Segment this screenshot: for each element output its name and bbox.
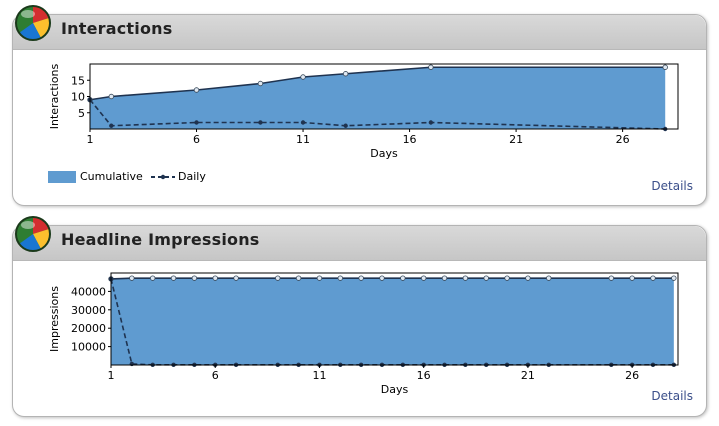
pie-chart-icon xyxy=(15,216,51,252)
cumulative-point xyxy=(191,275,198,281)
cumulative-point xyxy=(420,275,427,281)
x-axis-label: Days xyxy=(381,383,409,395)
cumulative-area xyxy=(90,67,666,129)
y-tick-label: 20000 xyxy=(71,322,106,335)
x-tick-label: 21 xyxy=(509,133,523,146)
cumulative-point xyxy=(316,275,323,281)
y-axis-label: Impressions xyxy=(48,286,61,352)
panel-title: Interactions xyxy=(61,19,173,38)
cumulative-point xyxy=(295,275,302,281)
x-tick-label: 21 xyxy=(521,369,535,382)
cumulative-point xyxy=(650,275,656,281)
x-tick-label: 11 xyxy=(312,369,326,382)
daily-point xyxy=(300,120,306,125)
cumulative-point xyxy=(671,275,677,281)
cumulative-point xyxy=(400,275,406,281)
daily-point xyxy=(343,123,348,128)
pie-chart-icon xyxy=(15,5,51,41)
interactions-panel: Interactions 1 6 11 16 21 26 5 10 15 Days Interact… xyxy=(12,5,707,206)
x-tick-label: 6 xyxy=(212,369,219,382)
cumulative-point xyxy=(275,275,281,281)
cumulative-point xyxy=(483,275,489,281)
y-tick-label: 10 xyxy=(71,91,85,104)
daily-point xyxy=(109,123,114,128)
panel-header: Headline Impressions xyxy=(13,226,706,261)
daily-point xyxy=(428,120,434,125)
cumulative-point xyxy=(379,275,385,281)
y-tick-label: 15 xyxy=(71,74,85,87)
cumulative-point xyxy=(342,71,349,77)
daily-line xyxy=(89,99,666,130)
cumulative-point xyxy=(462,275,469,281)
x-tick-label: 26 xyxy=(625,369,639,382)
cumulative-point xyxy=(441,275,448,281)
cumulative-line xyxy=(89,66,666,101)
y-tick-label: 30000 xyxy=(71,304,106,317)
x-axis-label: Days xyxy=(370,147,398,160)
impressions-chart: 1 6 11 16 21 2610000200003000040000DaysImpres… xyxy=(48,272,679,395)
cumulative-point xyxy=(662,64,668,70)
legend-daily-label: Daily xyxy=(178,170,206,183)
x-tick-label: 16 xyxy=(417,369,431,382)
y-axis-label: Interactions xyxy=(48,64,61,130)
x-tick-label: 26 xyxy=(616,133,630,146)
cumulative-point xyxy=(257,80,264,87)
cumulative-point xyxy=(149,275,156,281)
legend-cumulative-swatch xyxy=(48,171,76,183)
cumulative-point xyxy=(233,275,239,281)
cumulative-point xyxy=(300,74,306,80)
cumulative-point xyxy=(525,275,531,281)
headline-impressions-panel: Headline Impressions 1 6 11 16 21 26 10000 2000… xyxy=(12,216,707,417)
cumulative-point xyxy=(193,87,200,93)
cumulative-point xyxy=(546,275,552,281)
daily-point xyxy=(194,120,199,125)
x-tick-label: 1 xyxy=(108,369,115,382)
x-tick-label: 6 xyxy=(193,133,200,146)
cumulative-area xyxy=(111,278,674,365)
cumulative-point xyxy=(358,275,364,281)
cumulative-point xyxy=(629,275,635,281)
x-tick-label: 11 xyxy=(296,133,310,146)
cumulative-point xyxy=(428,64,434,70)
cumulative-point xyxy=(129,275,135,281)
cumulative-point xyxy=(337,275,344,281)
y-tick-label: 5 xyxy=(78,107,85,120)
x-tick-label: 16 xyxy=(403,133,417,146)
y-tick-label: 10000 xyxy=(71,341,106,354)
y-tick-label: 40000 xyxy=(71,285,106,298)
cumulative-point xyxy=(108,93,115,100)
cumulative-point xyxy=(608,275,614,281)
cumulative-point xyxy=(170,275,177,281)
details-link[interactable]: Details xyxy=(651,179,693,193)
legend-cumulative-label: Cumulative xyxy=(80,170,143,183)
cumulative-point xyxy=(212,275,218,281)
daily-point xyxy=(258,120,263,125)
x-tick-label: 1 xyxy=(87,133,94,146)
panel-title: Headline Impressions xyxy=(61,230,260,249)
plot-frame xyxy=(110,272,679,366)
cumulative-point xyxy=(504,275,510,281)
panel-header: Interactions xyxy=(13,15,706,50)
legend-daily-swatch xyxy=(151,174,175,180)
details-link[interactable]: Details xyxy=(651,389,693,403)
